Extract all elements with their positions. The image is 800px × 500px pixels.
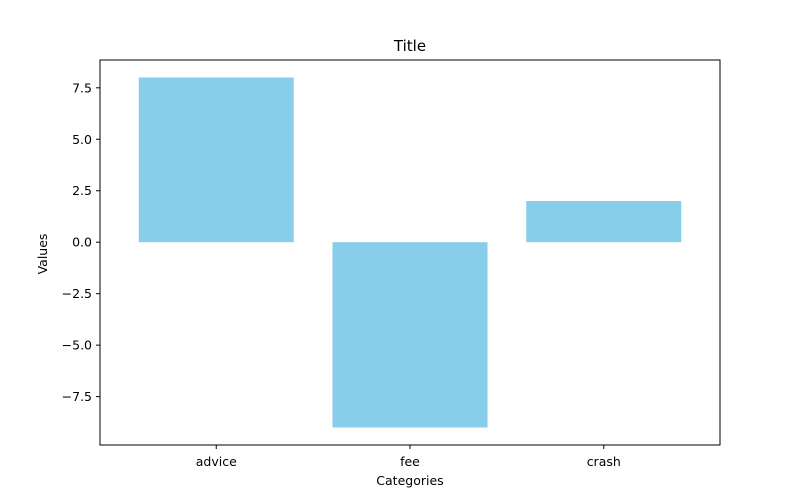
- y-tick-label: 2.5: [72, 183, 92, 198]
- y-axis-label: Values: [35, 234, 50, 275]
- chart-title: Title: [393, 37, 426, 55]
- bar-fee: [332, 242, 488, 428]
- x-axis-label: Categories: [376, 473, 443, 488]
- bar-advice: [138, 77, 294, 243]
- y-tick-label: −7.5: [62, 389, 92, 404]
- y-tick-label: −2.5: [62, 286, 92, 301]
- y-tick-label: 7.5: [72, 80, 92, 95]
- plot-frame: [99, 59, 721, 446]
- bars-group: [138, 77, 682, 428]
- y-tick-label: 0.0: [72, 235, 92, 250]
- x-tick-label: fee: [400, 454, 420, 469]
- bar-crash: [526, 201, 682, 243]
- x-tick-label: crash: [587, 454, 621, 469]
- y-tick-label: 5.0: [72, 132, 92, 147]
- y-axis: −7.5 −5.0 −2.5 0.0 2.5 5.0 7.5: [62, 80, 100, 404]
- x-tick-label: advice: [196, 454, 237, 469]
- y-tick-label: −5.0: [62, 338, 92, 353]
- x-axis: advice fee crash: [196, 445, 621, 469]
